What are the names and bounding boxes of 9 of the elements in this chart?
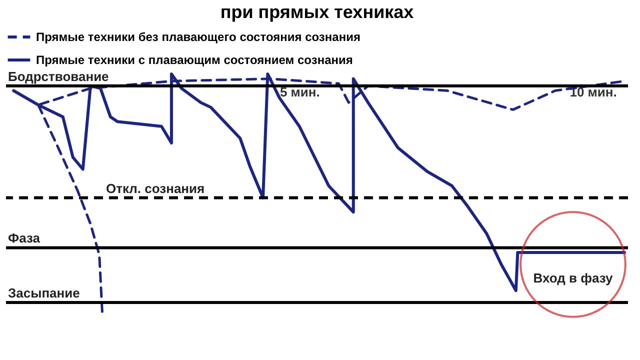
legend-label: Прямые техники без плавающего состояния сознания xyxy=(36,30,360,44)
ref-line-label: Откл. сознания xyxy=(106,180,205,196)
ref-line-label: Бодрствование xyxy=(8,68,109,84)
x-tick-label: 5 мин. xyxy=(280,84,320,100)
annotation: Вход в фазу xyxy=(533,270,614,286)
ref-line-label: Фаза xyxy=(8,230,41,246)
chart-title: при прямых техниках xyxy=(220,2,414,22)
ref-line-label: Засыпание xyxy=(8,285,80,300)
legend-label: Прямые техники с плавающим состоянием сознания xyxy=(36,53,353,67)
